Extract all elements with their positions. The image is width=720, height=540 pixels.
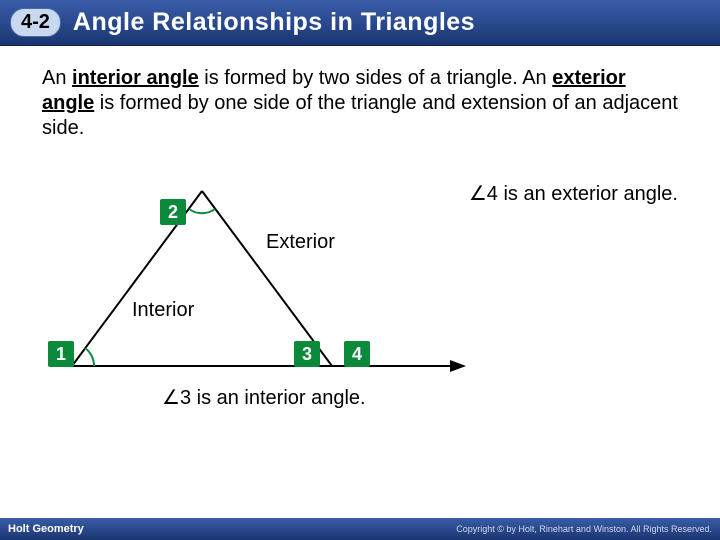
ext-caption-num: 4 — [487, 183, 498, 205]
triangle-diagram — [42, 171, 482, 381]
footer-copyright: Copyright © by Holt, Rinehart and Winsto… — [456, 524, 712, 534]
int-caption-num: 3 — [180, 387, 191, 409]
footer-bar: Holt Geometry Copyright © by Holt, Rineh… — [0, 518, 720, 540]
angle-badge-4: 4 — [344, 341, 370, 367]
term-interior-angle: interior angle — [72, 67, 199, 89]
def-text-3: is formed by one side of the triangle an… — [42, 92, 678, 139]
ext-caption-text: is an exterior angle. — [498, 183, 678, 205]
exterior-angle-caption: ∠4 is an exterior angle. — [469, 181, 678, 206]
angle-badge-1: 1 — [48, 341, 74, 367]
angle-badge-2: 2 — [160, 199, 186, 225]
section-badge: 4-2 — [10, 8, 61, 37]
def-text-2: is formed by two sides of a triangle. An — [199, 67, 553, 89]
angle-symbol-icon: ∠ — [162, 387, 180, 409]
header-bar: 4-2 Angle Relationships in Triangles — [0, 0, 720, 46]
figure-area: ∠4 is an exterior angle. Exterior Interi… — [42, 171, 678, 431]
content-area: An interior angle is formed by two sides… — [0, 46, 720, 431]
header-title: Angle Relationships in Triangles — [73, 8, 475, 37]
definition-paragraph: An interior angle is formed by two sides… — [42, 66, 678, 141]
int-caption-text: is an interior angle. — [191, 387, 366, 409]
def-text-1: An — [42, 67, 72, 89]
footer-brand: Holt Geometry — [8, 523, 84, 535]
interior-angle-caption: ∠3 is an interior angle. — [162, 385, 366, 410]
angle-badge-3: 3 — [294, 341, 320, 367]
